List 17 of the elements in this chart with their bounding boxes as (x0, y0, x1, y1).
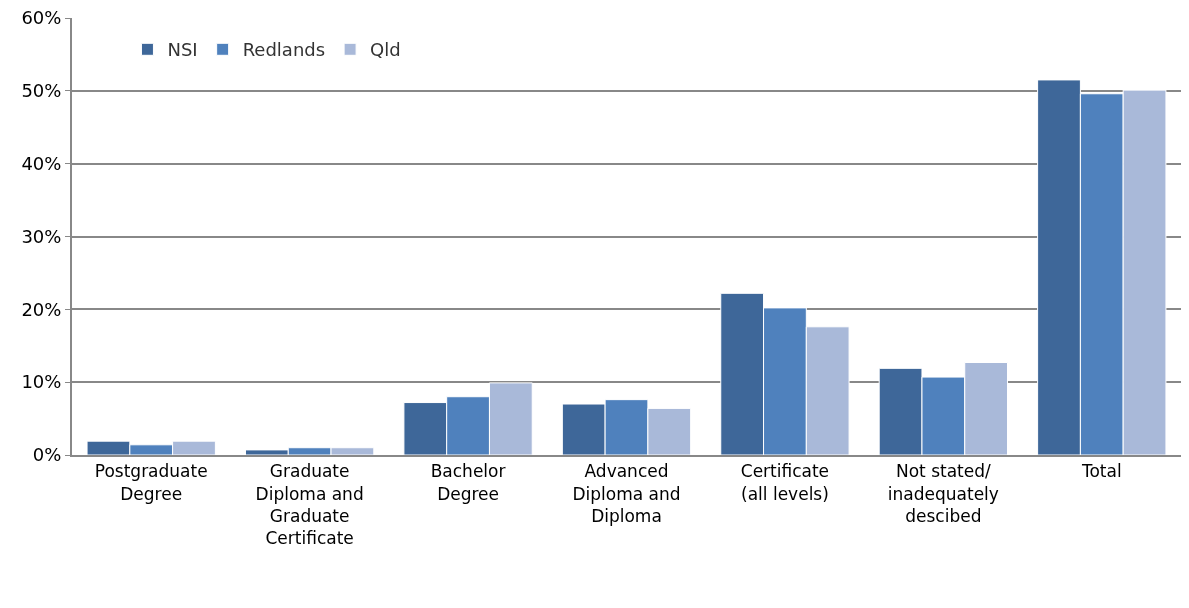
y-tick-label: 10% (21, 371, 62, 393)
x-tick-label: Certificate (all levels) (740, 461, 830, 504)
y-tick-label: 20% (21, 298, 62, 320)
x-tick-label: Postgraduate Degree (94, 461, 208, 504)
y-tick-label: 60% (21, 7, 62, 29)
legend-label: NSI (167, 39, 198, 61)
legend-label: Redlands (242, 39, 326, 61)
x-tick-label: Advanced Diploma and Diploma (572, 461, 681, 526)
y-tick-label: 0% (32, 444, 62, 466)
x-tick-label: Total (1080, 461, 1122, 482)
legend-label: Qld (370, 39, 401, 61)
y-tick-label: 30% (21, 225, 62, 247)
x-tick-label: Bachelor Degree (430, 461, 506, 504)
x-tick-label: Graduate Diploma and Graduate Certificate (255, 461, 364, 548)
y-tick-label: 50% (21, 80, 62, 102)
y-tick-label: 40% (21, 152, 62, 174)
x-tick-label: Not stated/ inadequately descibed (887, 461, 999, 526)
